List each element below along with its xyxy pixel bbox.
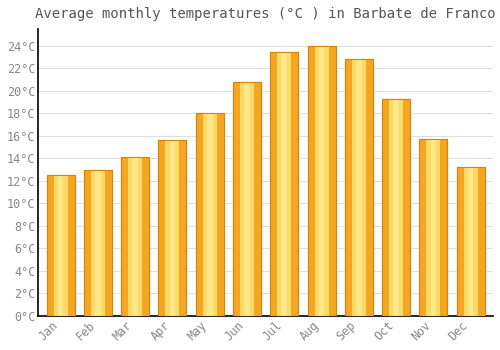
Bar [382,99,410,316]
Bar [394,99,399,316]
Bar [308,46,336,316]
Bar [356,60,362,316]
Bar [46,175,74,316]
Bar [456,167,484,316]
Bar [426,139,440,316]
Bar [270,51,298,316]
Bar [420,139,448,316]
Bar [240,82,254,316]
Bar [345,60,373,316]
Bar [54,175,68,316]
Bar [430,139,436,316]
Bar [121,157,149,316]
Bar [319,46,324,316]
Bar [170,140,175,316]
Bar [468,167,473,316]
Bar [233,82,261,316]
Bar [389,99,403,316]
Bar [244,82,250,316]
Bar [308,46,336,316]
Bar [91,170,105,316]
Bar [464,167,477,316]
Bar [270,51,298,316]
Bar [207,113,212,316]
Bar [456,167,484,316]
Bar [158,140,186,316]
Bar [84,170,112,316]
Bar [132,157,138,316]
Bar [278,51,291,316]
Bar [314,46,328,316]
Bar [352,60,366,316]
Bar [158,140,186,316]
Bar [128,157,142,316]
Bar [121,157,149,316]
Bar [46,175,74,316]
Bar [196,113,224,316]
Bar [166,140,179,316]
Title: Average monthly temperatures (°C ) in Barbate de Franco: Average monthly temperatures (°C ) in Ba… [36,7,496,21]
Bar [202,113,216,316]
Bar [233,82,261,316]
Bar [58,175,64,316]
Bar [420,139,448,316]
Bar [196,113,224,316]
Bar [345,60,373,316]
Bar [84,170,112,316]
Bar [282,51,287,316]
Bar [95,170,100,316]
Bar [382,99,410,316]
